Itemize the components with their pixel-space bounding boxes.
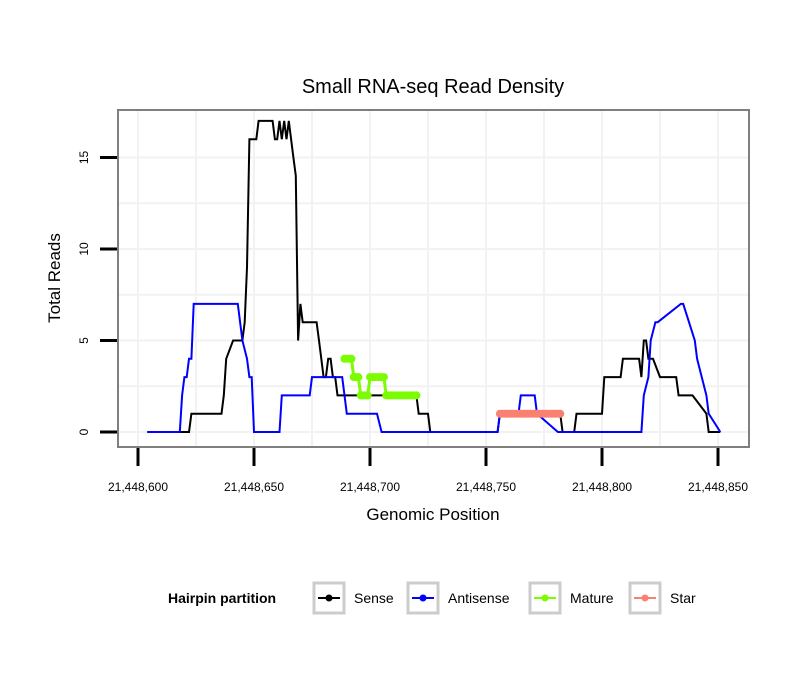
y-tick-label: 15 [77, 151, 91, 165]
x-tick-label: 21,448,600 [108, 480, 168, 494]
mature-point [379, 373, 388, 382]
series-sense [147, 119, 721, 433]
y-tick-label: 10 [77, 242, 91, 256]
legend-label: Sense [354, 590, 394, 606]
legend-label: Star [670, 590, 696, 606]
legend-label: Antisense [448, 590, 510, 606]
legend-item-star: Star [628, 581, 696, 615]
x-tick-label: 21,448,650 [224, 480, 284, 494]
legend-title: Hairpin partition [168, 590, 276, 606]
mature-point [347, 354, 356, 363]
mature-point [412, 391, 421, 400]
mature-point [354, 373, 363, 382]
series-star [495, 409, 565, 418]
legend-key-point [541, 594, 549, 602]
y-axis-title: Total Reads [45, 233, 64, 323]
y-axis: 0 5 10 15 [77, 151, 117, 435]
legend-label: Mature [570, 590, 614, 606]
chart-title: Small RNA-seq Read Density [302, 76, 564, 98]
legend-item-sense: Sense [312, 581, 394, 615]
legend-key-point [641, 594, 649, 602]
mature-point [363, 391, 372, 400]
legend-item-mature: Mature [528, 581, 614, 615]
legend-key-point [419, 594, 427, 602]
antisense-line [147, 302, 722, 433]
x-tick-label: 21,448,750 [456, 480, 516, 494]
series-mature [340, 354, 421, 400]
x-tick-label: 21,448,800 [572, 480, 632, 494]
star-point [556, 409, 565, 418]
sense-line [147, 119, 721, 433]
y-tick-label: 5 [77, 337, 91, 344]
series-antisense [147, 302, 722, 433]
plot-panel [117, 109, 750, 448]
x-axis: 21,448,600 21,448,650 21,448,700 21,448,750… [108, 448, 748, 494]
x-axis-title: Genomic Position [366, 505, 499, 524]
x-tick-label: 21,448,700 [340, 480, 400, 494]
x-tick-label: 21,448,850 [688, 480, 748, 494]
legend: Hairpin partition Sense Antisense Mature St… [168, 581, 696, 615]
series-layer [147, 119, 722, 433]
legend-item-antisense: Antisense [406, 581, 510, 615]
y-tick-label: 0 [77, 428, 91, 435]
legend-key-point [325, 594, 333, 602]
